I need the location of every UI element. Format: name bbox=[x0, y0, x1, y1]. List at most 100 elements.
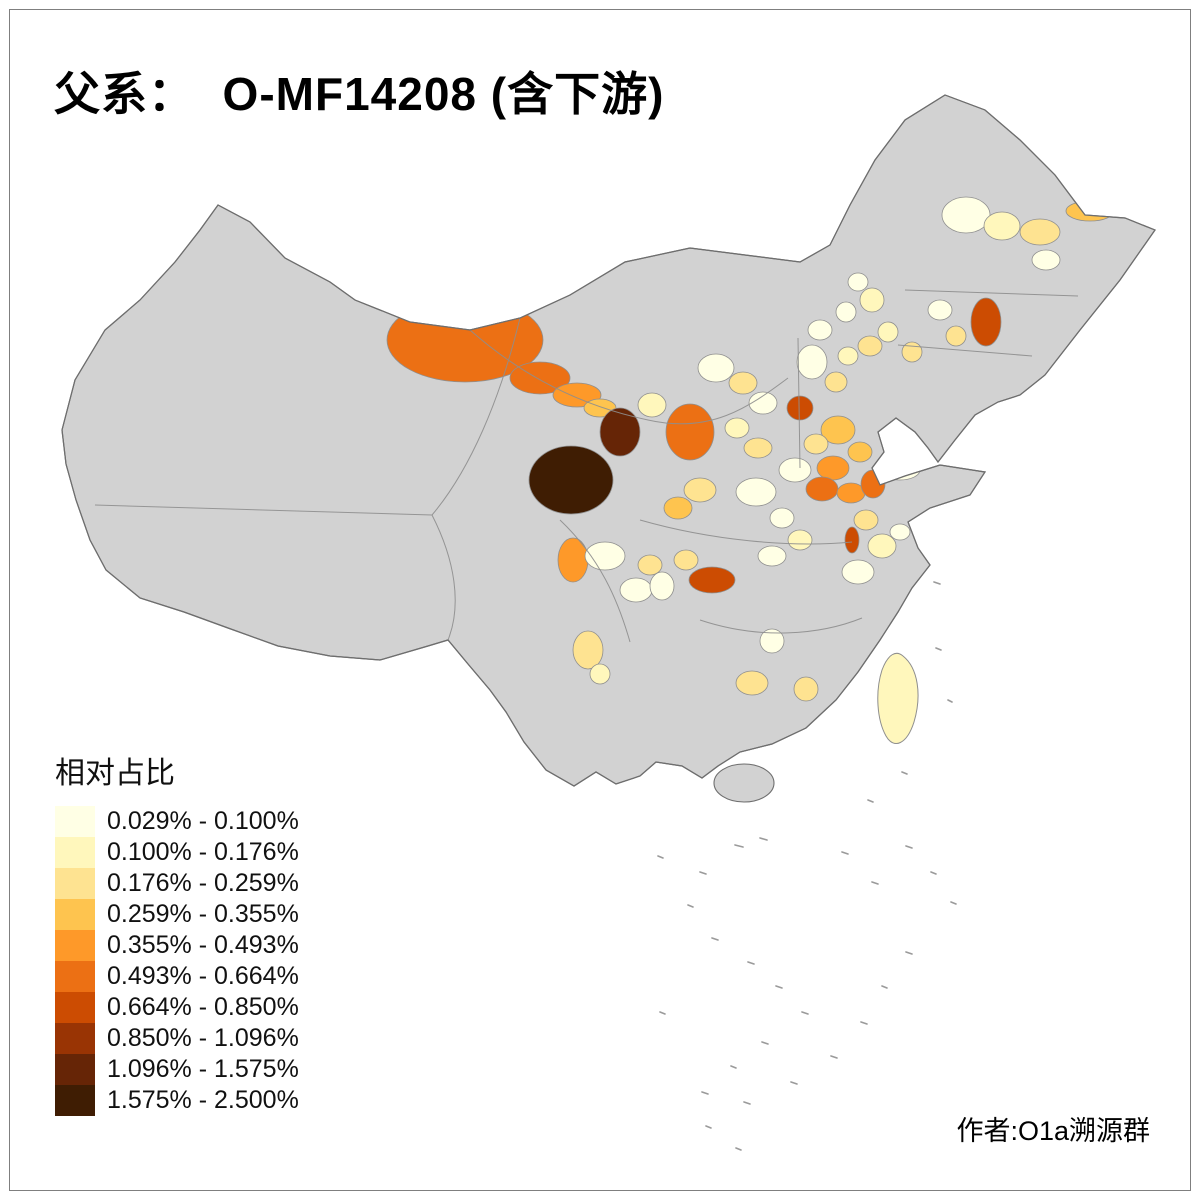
legend-label: 0.355% - 0.493% bbox=[107, 931, 299, 959]
map-region bbox=[983, 211, 1021, 241]
legend-row: 0.100% - 0.176% bbox=[55, 837, 299, 868]
map-region bbox=[743, 437, 773, 459]
map-region bbox=[778, 457, 812, 483]
map-region bbox=[847, 272, 869, 292]
attribution-text: 作者:O1a溯源群 bbox=[956, 1116, 1150, 1146]
map-region bbox=[759, 628, 785, 654]
map-region bbox=[803, 433, 829, 455]
legend-label: 0.259% - 0.355% bbox=[107, 900, 299, 928]
legend-swatch bbox=[55, 992, 95, 1023]
map-region bbox=[841, 559, 875, 585]
map-region bbox=[769, 507, 795, 529]
map-region bbox=[663, 496, 693, 520]
map-region bbox=[748, 391, 778, 415]
map-region bbox=[688, 566, 736, 594]
map-region bbox=[673, 549, 699, 571]
map-region bbox=[649, 571, 675, 601]
map-region bbox=[970, 297, 1002, 347]
map-region bbox=[1065, 200, 1115, 222]
map-region bbox=[637, 392, 667, 418]
south-china-sea-islands bbox=[657, 581, 957, 1151]
legend-swatch bbox=[55, 1085, 95, 1116]
legend-label: 0.850% - 1.096% bbox=[107, 1024, 299, 1052]
legend-swatch bbox=[55, 961, 95, 992]
legend-row: 0.259% - 0.355% bbox=[55, 899, 299, 930]
legend-row: 1.096% - 1.575% bbox=[55, 1054, 299, 1085]
map-region bbox=[901, 341, 923, 363]
map-region bbox=[787, 529, 813, 551]
legend-label: 0.664% - 0.850% bbox=[107, 993, 299, 1021]
map-region bbox=[757, 545, 787, 567]
map-region bbox=[599, 407, 641, 457]
legend-label: 0.176% - 0.259% bbox=[107, 869, 299, 897]
legend-swatch bbox=[55, 1054, 95, 1085]
taiwan-island bbox=[877, 652, 919, 745]
province-borders bbox=[94, 289, 1079, 643]
map-region bbox=[786, 395, 814, 421]
hainan-island bbox=[713, 763, 775, 803]
map-region bbox=[665, 403, 715, 461]
map-region bbox=[735, 670, 769, 696]
map-region bbox=[867, 533, 897, 559]
map-region bbox=[824, 371, 848, 393]
map-region bbox=[572, 630, 604, 670]
legend-label: 0.100% - 0.176% bbox=[107, 838, 299, 866]
legend-title: 相对占比 bbox=[55, 757, 175, 790]
map-region bbox=[735, 477, 777, 507]
map-region bbox=[1019, 218, 1061, 246]
map-region bbox=[857, 335, 883, 357]
map-region bbox=[728, 371, 758, 395]
map-region bbox=[835, 301, 857, 323]
map-region bbox=[877, 321, 899, 343]
map-region bbox=[584, 541, 626, 571]
map-region bbox=[796, 344, 828, 380]
map-region bbox=[820, 415, 856, 445]
map-region bbox=[683, 477, 717, 503]
legend-items: 0.029% - 0.100% 0.100% - 0.176% 0.176% - 0… bbox=[55, 806, 299, 1116]
map-region bbox=[589, 663, 611, 685]
map-region bbox=[837, 346, 859, 366]
coast-outline bbox=[61, 94, 1156, 787]
map-region bbox=[853, 509, 879, 531]
map-region bbox=[807, 319, 833, 341]
legend: 相对占比 0.029% - 0.100% 0.100% - 0.176% 0.176… bbox=[55, 748, 299, 1116]
map-region bbox=[844, 526, 860, 554]
map-region bbox=[557, 537, 589, 583]
legend-swatch bbox=[55, 806, 95, 837]
legend-swatch bbox=[55, 837, 95, 868]
legend-row: 0.850% - 1.096% bbox=[55, 1023, 299, 1054]
map-region bbox=[552, 382, 602, 408]
map-region bbox=[889, 523, 911, 541]
map-region bbox=[927, 299, 953, 321]
map-region bbox=[945, 325, 967, 347]
legend-row: 0.664% - 0.850% bbox=[55, 992, 299, 1023]
legend-swatch bbox=[55, 899, 95, 930]
legend-label: 1.096% - 1.575% bbox=[107, 1055, 299, 1083]
choropleth-regions bbox=[386, 196, 1115, 702]
map-region bbox=[816, 455, 850, 481]
map-region bbox=[509, 361, 571, 395]
map-region bbox=[1031, 249, 1061, 271]
map-region bbox=[879, 459, 921, 481]
map-region bbox=[697, 353, 735, 383]
legend-swatch bbox=[55, 868, 95, 899]
legend-row: 0.029% - 0.100% bbox=[55, 806, 299, 837]
legend-label: 1.575% - 2.500% bbox=[107, 1086, 299, 1114]
map-region bbox=[847, 441, 873, 463]
map-region bbox=[724, 417, 750, 439]
map-region bbox=[793, 676, 819, 702]
legend-swatch bbox=[55, 1023, 95, 1054]
legend-row: 0.176% - 0.259% bbox=[55, 868, 299, 899]
map-title: 父系： O-MF14208 (含下游) bbox=[54, 68, 665, 120]
map-region bbox=[528, 445, 614, 515]
map-region bbox=[859, 287, 885, 313]
legend-row: 0.355% - 0.493% bbox=[55, 930, 299, 961]
legend-row: 1.575% - 2.500% bbox=[55, 1085, 299, 1116]
map-region bbox=[805, 476, 839, 502]
legend-row: 0.493% - 0.664% bbox=[55, 961, 299, 992]
legend-label: 0.029% - 0.100% bbox=[107, 807, 299, 835]
map-region bbox=[637, 554, 663, 576]
map-region bbox=[619, 577, 653, 603]
map-region bbox=[941, 196, 991, 234]
